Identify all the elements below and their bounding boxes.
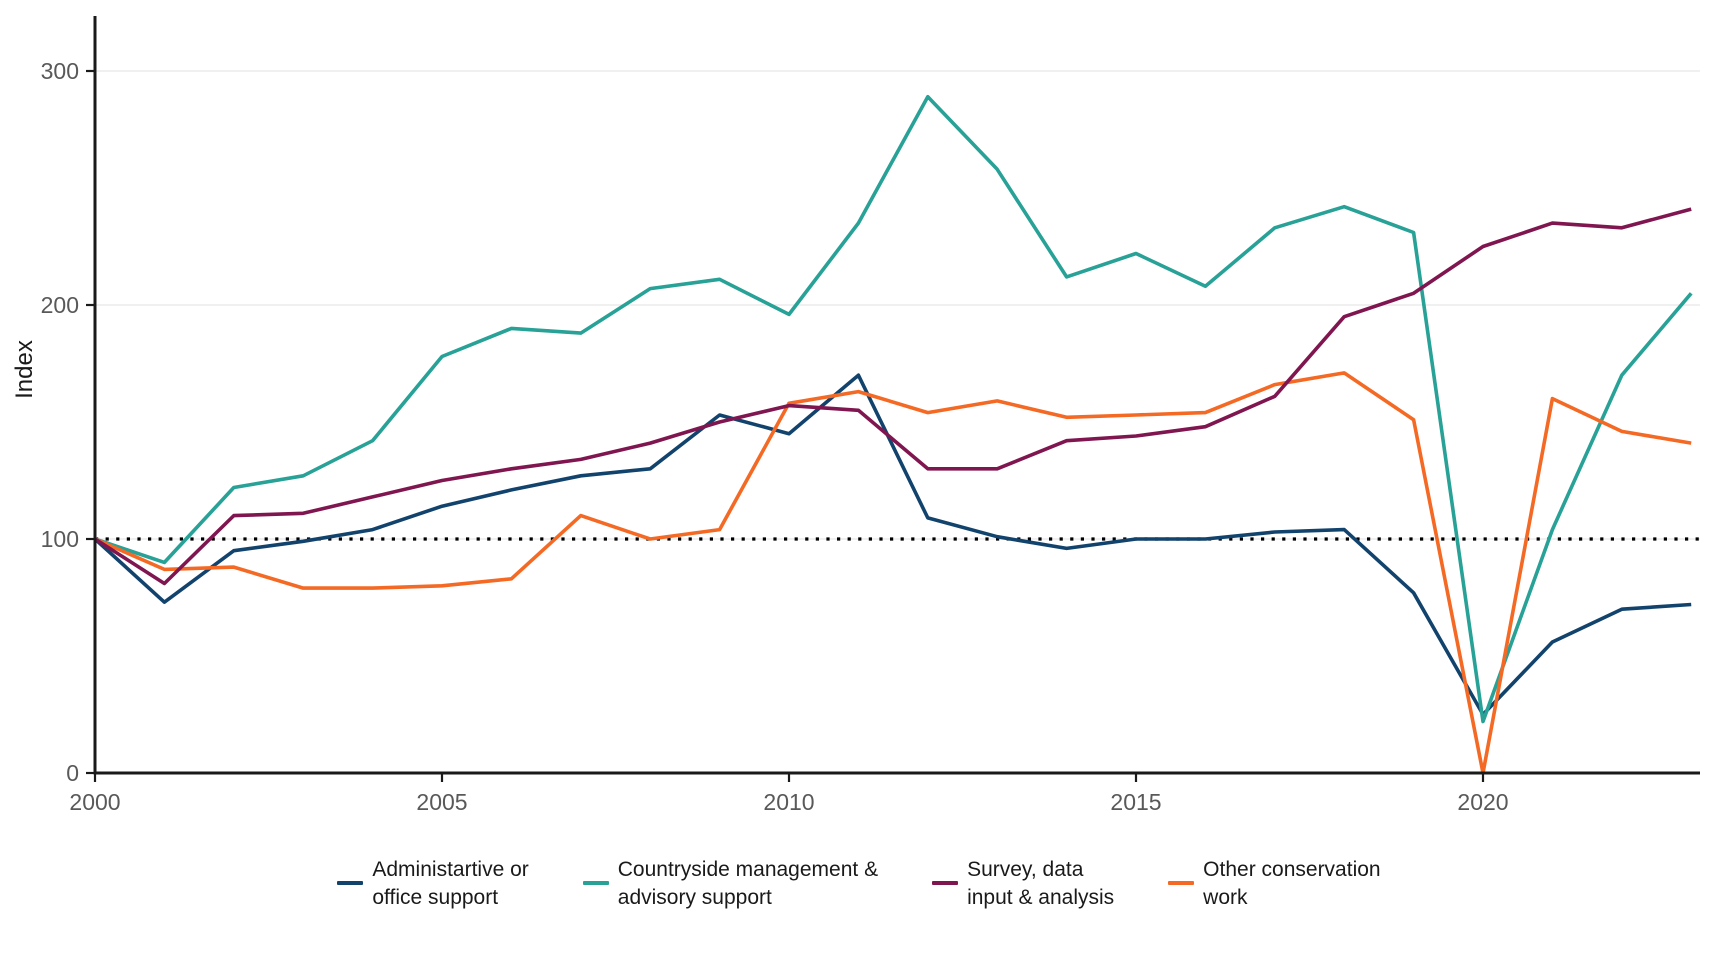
legend-item-survey-data-input-analysis: Survey, data input & analysis [932, 856, 1114, 911]
y-tick-label-300: 300 [41, 58, 79, 84]
series-line-countryside-management-advisory-support [94, 94, 1693, 724]
legend-key-line-other-conservation-work [1168, 881, 1195, 885]
y-tick-label-100: 100 [41, 526, 79, 552]
x-tick-label-2010: 2010 [763, 789, 814, 815]
chart-legend: Administartive or office support Countrys… [0, 856, 1718, 911]
legend-item-countryside-management-advisory-support: Countryside management & advisory suppor… [582, 856, 879, 911]
y-tick-label-0: 0 [66, 760, 79, 786]
legend-key-line-countryside-management-advisory-support [582, 881, 609, 885]
legend-key-line-administrative-or-office-support [337, 881, 364, 885]
series-line-administrative-or-office-support [93, 373, 1692, 717]
legend-label-survey-data-input-analysis: Survey, data input & analysis [967, 858, 1115, 909]
x-tick-label-2000: 2000 [69, 789, 120, 815]
y-tick-label-200: 200 [41, 292, 79, 318]
x-tick-label-2005: 2005 [416, 789, 467, 815]
legend-key-line-survey-data-input-analysis [932, 881, 959, 885]
legend-label-other-conservation-work: Other conservation work [1203, 858, 1381, 909]
series-line-survey-data-input-analysis [94, 207, 1692, 586]
legend-label-administrative-or-office-support: Administartive or office support [372, 858, 529, 909]
line-chart-canvas: 2000 2005 2010 2015 2020 0 100 200 300 Index [11, 16, 1700, 815]
x-tick-label-2015: 2015 [1110, 789, 1161, 815]
y-axis-title: Index [11, 340, 38, 399]
legend-label-countryside-management-advisory-support: Countryside management & advisory suppor… [617, 858, 879, 909]
legend-item-administrative-or-office-support: Administartive or office support [337, 856, 529, 911]
x-tick-label-2020: 2020 [1457, 789, 1508, 815]
legend-item-other-conservation-work: Other conservation work [1168, 856, 1381, 911]
series-line-other-conservation-work [94, 371, 1692, 775]
